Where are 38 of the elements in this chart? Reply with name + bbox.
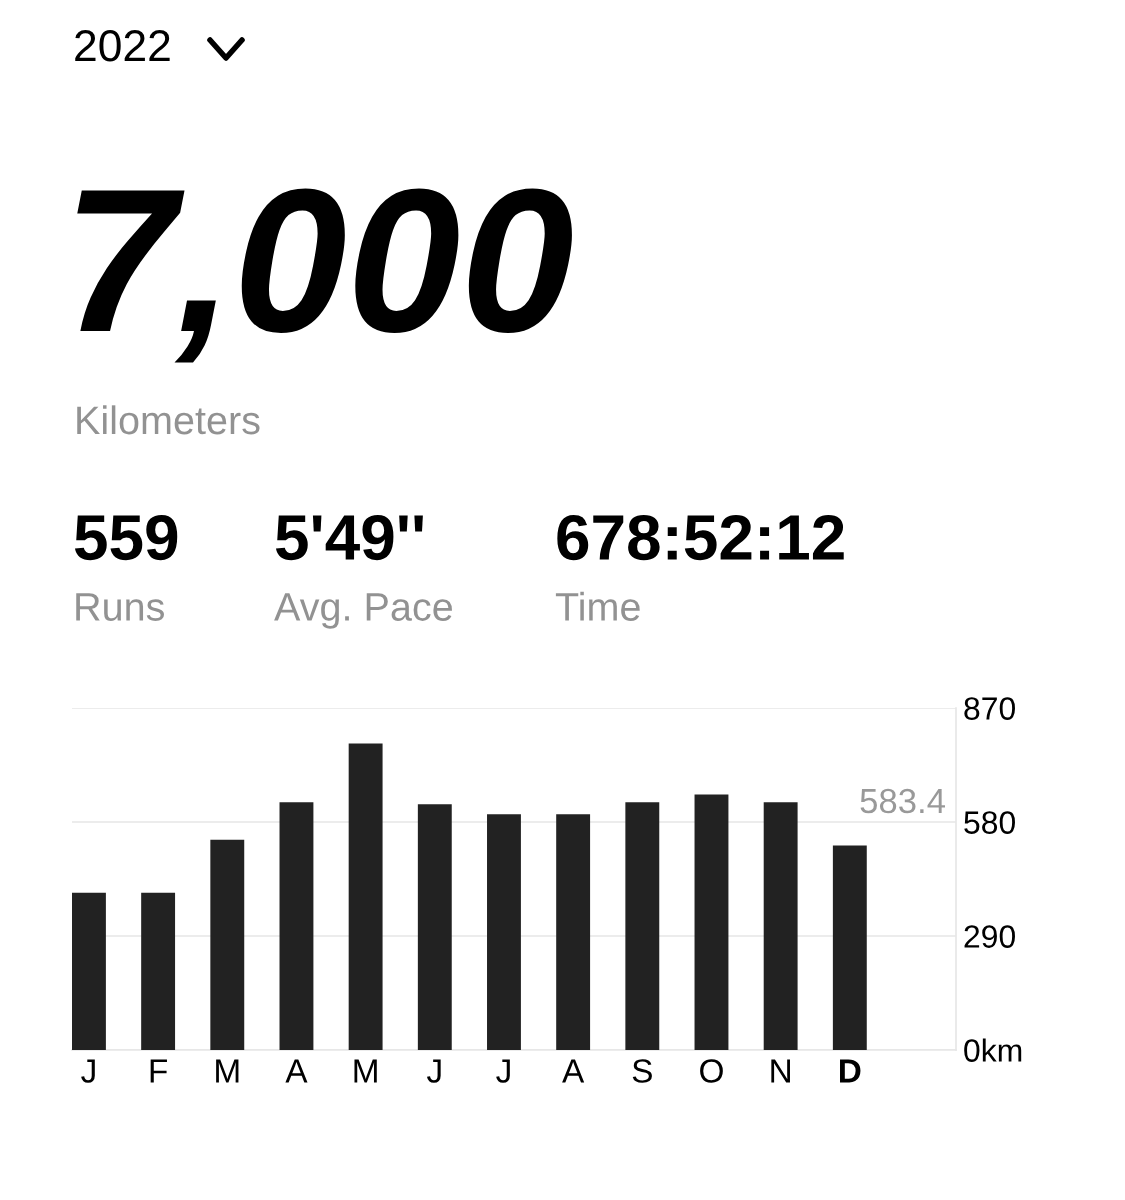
x-tick-label: J <box>496 1059 510 1083</box>
y-tick-label: 290 <box>964 925 1015 948</box>
text: 5'49'' <box>275 514 423 561</box>
y-tick-label: 580 <box>964 811 1015 834</box>
bar <box>763 802 798 1050</box>
text: 2022 <box>75 29 170 62</box>
text: Kilometers <box>77 405 260 435</box>
x-tick-label: J <box>81 1059 95 1083</box>
y-tick-label: 870 <box>964 697 1015 720</box>
bar <box>556 814 591 1050</box>
x-tick-label: M <box>216 1059 239 1083</box>
text: 678:52:12 <box>557 514 844 561</box>
text: Time <box>555 591 640 621</box>
x-tick-label: O <box>700 1059 723 1083</box>
bar <box>210 839 245 1050</box>
x-tick-label: S <box>632 1059 652 1083</box>
bar <box>279 802 314 1050</box>
x-tick-label: M <box>354 1059 377 1083</box>
bar <box>625 802 660 1050</box>
bar <box>487 814 521 1050</box>
x-tick-label: A <box>562 1059 585 1083</box>
x-tick-label: D <box>840 1059 861 1083</box>
bar <box>694 794 729 1050</box>
x-tick-label: N <box>771 1059 790 1083</box>
bar <box>72 892 106 1050</box>
text: Runs <box>76 593 164 621</box>
text: 559 <box>74 514 178 561</box>
bar <box>141 892 176 1050</box>
bar <box>832 845 867 1050</box>
bar <box>417 804 452 1050</box>
text: Avg. Pace <box>274 593 452 629</box>
x-tick-label: J <box>426 1059 441 1083</box>
annotation: 583.4 <box>860 788 945 814</box>
bar <box>348 743 383 1050</box>
x-tick-label: F <box>150 1059 167 1083</box>
y-tick-label: 0km <box>964 1038 1022 1062</box>
x-tick-label: A <box>285 1059 308 1083</box>
text: 7,000 <box>77 188 572 363</box>
